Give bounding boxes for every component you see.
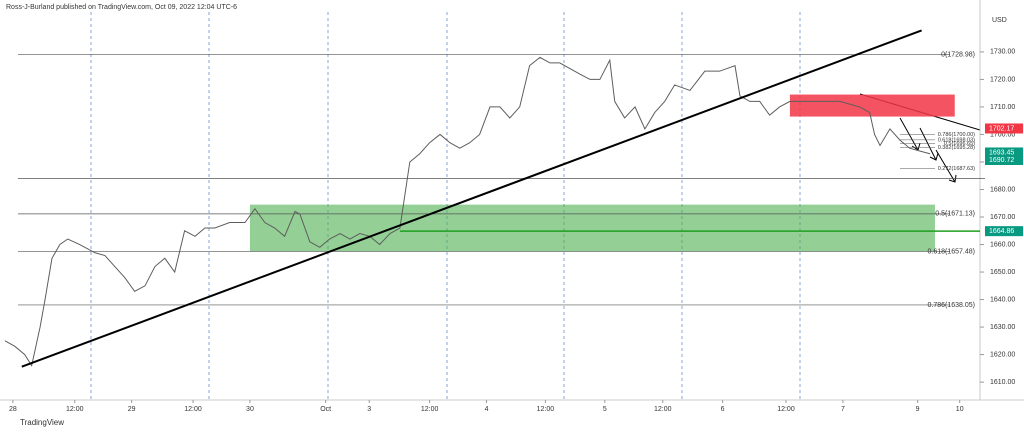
fib-label: 0.618(1698.03) <box>938 137 975 143</box>
x-tick-label: 3 <box>367 406 371 413</box>
x-tick-label: 12:00 <box>654 406 672 413</box>
level-label: 0.786(1638.05) <box>928 302 975 309</box>
x-tick-label: 6 <box>721 406 725 413</box>
x-tick-label: 12:00 <box>66 406 84 413</box>
y-tick-label: 1720.00 <box>990 76 1015 83</box>
zone <box>249 204 935 252</box>
fib-label: 0.786(1700.00) <box>938 132 975 138</box>
header: Ross-J-Burland published on TradingView.… <box>6 4 237 11</box>
y-tick-label: 1610.00 <box>990 379 1015 386</box>
price-line <box>4 56 931 367</box>
level-label: 0.5(1671.13) <box>935 211 975 218</box>
x-tick-label: 9 <box>916 406 920 413</box>
level-label: 0.618(1657.48) <box>928 248 975 255</box>
y-tick-label: 1650.00 <box>990 269 1015 276</box>
x-tick-label: 30 <box>246 406 254 413</box>
y-tick-label: 1670.00 <box>990 214 1015 221</box>
y-tick-label: 1640.00 <box>990 296 1015 303</box>
fib-label: 0.5(1696.65) <box>944 141 975 147</box>
price-tag <box>985 154 1023 165</box>
currency: USD <box>992 17 1007 24</box>
footer: TradingView <box>20 418 64 427</box>
price-tag <box>985 147 1023 158</box>
price-tag <box>985 226 1023 237</box>
x-tick-label: 28 <box>9 406 17 413</box>
y-tick-label: 1730.00 <box>990 49 1015 56</box>
price-tag-label: 1664.86 <box>989 228 1014 235</box>
x-tick-label: 29 <box>128 406 136 413</box>
level-label: 0(1728.98) <box>941 52 975 59</box>
y-tick-label: 1710.00 <box>990 104 1015 111</box>
y-tick-label: 1680.00 <box>990 186 1015 193</box>
fib-label: 0.382(1695.28) <box>938 145 975 151</box>
x-tick-label: 12:00 <box>777 406 795 413</box>
x-tick-label: 7 <box>841 406 845 413</box>
trend-line <box>21 29 922 368</box>
zone <box>789 94 955 117</box>
x-tick-label: 10 <box>956 406 964 413</box>
x-tick-label: 4 <box>485 406 489 413</box>
x-tick-label: Oct <box>320 406 331 413</box>
x-tick-label: 12:00 <box>537 406 555 413</box>
y-tick-label: 1700.00 <box>990 131 1015 138</box>
fib-label: 0.272(1687.63) <box>938 166 975 172</box>
y-tick-label: 1660.00 <box>990 241 1015 248</box>
price-tag <box>985 123 1023 134</box>
x-tick-label: 12:00 <box>184 406 202 413</box>
price-tag-label: 1702.17 <box>989 125 1014 132</box>
price-tag-label: 1693.45 <box>989 149 1014 156</box>
y-tick-label: 1630.00 <box>990 324 1015 331</box>
x-tick-label: 12:00 <box>421 406 439 413</box>
x-tick-label: 5 <box>603 406 607 413</box>
y-tick-label: 1620.00 <box>990 351 1015 358</box>
price-tag-label: 1690.72 <box>989 157 1014 164</box>
